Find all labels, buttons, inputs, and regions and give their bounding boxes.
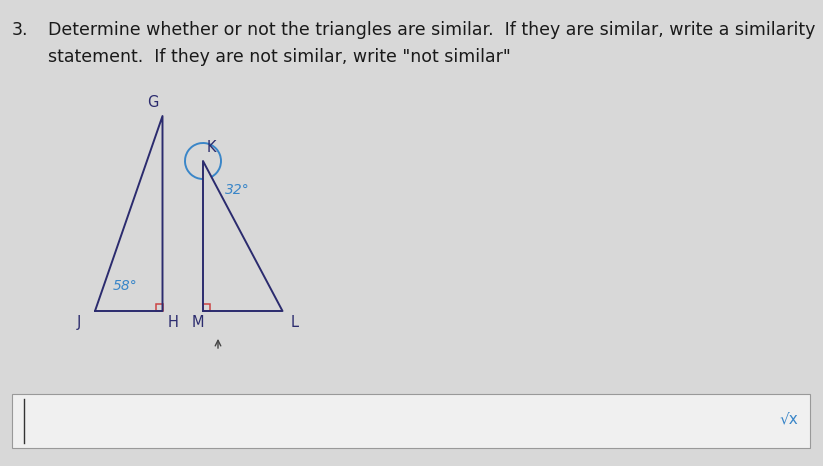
Text: H: H <box>168 315 179 330</box>
Text: G: G <box>146 95 158 110</box>
Bar <box>203 304 210 311</box>
Text: 3.: 3. <box>12 21 29 39</box>
Text: √x: √x <box>779 411 798 426</box>
Text: L: L <box>291 315 299 330</box>
Text: M: M <box>192 315 204 330</box>
Bar <box>12 394 810 448</box>
Bar <box>156 304 162 311</box>
Text: 32°: 32° <box>225 183 249 197</box>
Text: J: J <box>77 315 81 330</box>
Text: Determine whether or not the triangles are similar.  If they are similar, write : Determine whether or not the triangles a… <box>48 21 816 39</box>
Text: 58°: 58° <box>113 279 137 293</box>
Text: K: K <box>207 140 216 155</box>
Text: statement.  If they are not similar, write "not similar": statement. If they are not similar, writ… <box>48 48 511 66</box>
